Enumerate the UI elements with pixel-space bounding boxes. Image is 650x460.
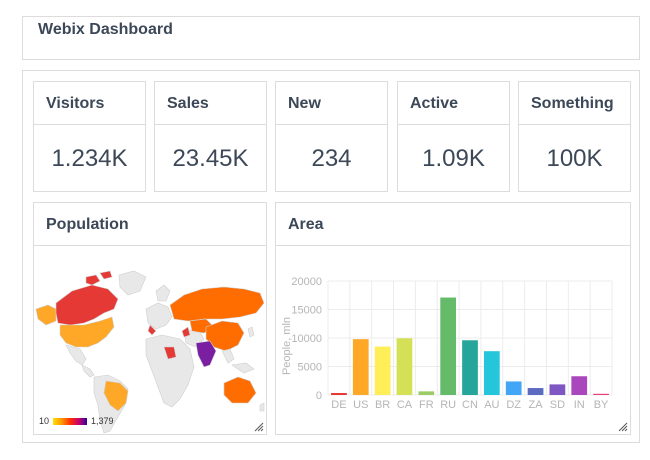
bar-in xyxy=(571,376,588,395)
x-tick-label: DE xyxy=(331,399,346,411)
stat-label: Visitors xyxy=(34,82,145,125)
y-tick-label: 0 xyxy=(316,390,322,402)
dashboard-container: Visitors 1.234K Sales 23.45K New 234 Act… xyxy=(22,70,640,443)
x-tick-label: CN xyxy=(462,399,478,411)
bar-us xyxy=(352,339,369,395)
y-tick-label: 10000 xyxy=(291,333,322,345)
map-region-australia xyxy=(223,376,257,404)
bar-dz xyxy=(505,381,522,395)
x-tick-label: BR xyxy=(375,399,390,411)
y-tick-label: 15000 xyxy=(291,305,322,317)
y-tick-label: 5000 xyxy=(298,362,322,374)
stat-label: Active xyxy=(398,82,509,125)
bar-ca xyxy=(396,338,413,395)
x-tick-label: IN xyxy=(574,399,585,411)
bar-ru xyxy=(440,297,457,395)
map-region-greenland xyxy=(118,270,147,296)
stat-label: Something xyxy=(519,82,630,125)
stat-value: 234 xyxy=(311,145,352,172)
x-tick-label: DZ xyxy=(506,399,521,411)
bar-br xyxy=(374,346,391,395)
x-tick-label: RU xyxy=(440,399,456,411)
legend-min: 10 xyxy=(39,416,50,426)
stat-label: Sales xyxy=(155,82,266,125)
x-tick-label: BY xyxy=(594,399,609,411)
page-title: Webix Dashboard xyxy=(38,21,173,38)
map-region-russia xyxy=(169,286,265,322)
area-bar-chart: 20000 15000 10000 5000 0 People, mln DE US BR CA F… xyxy=(281,276,613,411)
stat-label: New xyxy=(276,82,387,125)
x-tick-label: US xyxy=(353,399,368,411)
y-tick-label: 20000 xyxy=(291,276,322,288)
x-tick-label: FR xyxy=(419,399,434,411)
bar-za xyxy=(527,388,544,395)
stat-card-visitors: Visitors 1.234K xyxy=(33,81,146,192)
map-region-europe xyxy=(145,302,173,330)
panel-title: Area xyxy=(276,203,630,246)
bar-fr xyxy=(418,391,435,395)
y-axis-label: People, mln xyxy=(281,317,293,375)
stat-value: 100K xyxy=(546,145,603,172)
legend-gradient xyxy=(53,417,88,425)
x-tick-label: CA xyxy=(397,399,413,411)
stat-card-active: Active 1.09K xyxy=(397,81,510,192)
bar-by xyxy=(593,393,609,395)
area-panel: Area 20000 15000 10000 5000 0 People, mln DE US… xyxy=(275,202,631,435)
bar-de xyxy=(331,393,347,395)
map-region-india xyxy=(195,340,217,368)
stat-card-sales: Sales 23.45K xyxy=(154,81,267,192)
map-region-brazil xyxy=(103,380,129,412)
world-map[interactable] xyxy=(34,247,266,435)
bar-au xyxy=(483,351,500,395)
stat-value: 1.09K xyxy=(422,145,485,172)
map-legend: 10 1,379 xyxy=(39,416,114,426)
x-tick-label: SD xyxy=(550,399,565,411)
bar-cn xyxy=(462,340,478,395)
map-region-africa xyxy=(145,334,195,408)
stat-value: 1.234K xyxy=(51,145,128,172)
bar-sd xyxy=(549,384,566,395)
resize-handle-icon[interactable] xyxy=(618,422,628,432)
stat-card-new: New 234 xyxy=(275,81,388,192)
population-panel: Population xyxy=(33,202,267,435)
dashboard-header: Webix Dashboard xyxy=(22,16,640,60)
map-region-usa xyxy=(59,316,115,348)
x-tick-label: ZA xyxy=(529,399,544,411)
stat-value: 23.45K xyxy=(172,145,249,172)
map-region-mexico xyxy=(65,344,87,366)
panel-title: Population xyxy=(34,203,266,246)
legend-max: 1,379 xyxy=(91,416,114,426)
resize-handle-icon[interactable] xyxy=(254,422,264,432)
map-region-alaska xyxy=(35,304,57,326)
stat-card-something: Something 100K xyxy=(518,81,631,192)
x-tick-label: AU xyxy=(484,399,499,411)
